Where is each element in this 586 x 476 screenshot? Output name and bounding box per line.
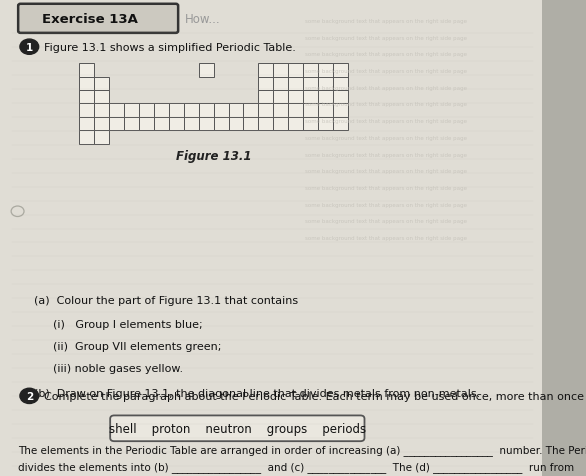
Text: some background text that appears on the right side page: some background text that appears on the… xyxy=(305,152,466,157)
Bar xyxy=(333,104,348,118)
Text: The elements in the Periodic Table are arranged in order of increasing (a) _____: The elements in the Periodic Table are a… xyxy=(18,445,586,456)
Text: (i)   Group I elements blue;: (i) Group I elements blue; xyxy=(53,319,202,329)
Text: shell    proton    neutron    groups    periods: shell proton neutron groups periods xyxy=(109,422,366,435)
Bar xyxy=(273,78,288,91)
Bar xyxy=(79,64,94,78)
Bar xyxy=(318,64,333,78)
Bar xyxy=(199,64,213,78)
Text: some background text that appears on the right side page: some background text that appears on the… xyxy=(305,52,466,57)
Bar xyxy=(273,118,288,131)
Bar xyxy=(318,104,333,118)
Bar xyxy=(333,78,348,91)
Text: (ii)  Group VII elements green;: (ii) Group VII elements green; xyxy=(53,341,221,351)
Bar xyxy=(94,131,109,144)
Bar xyxy=(288,118,304,131)
Text: Figure 13.1: Figure 13.1 xyxy=(176,150,251,163)
Text: 2: 2 xyxy=(26,391,33,401)
Bar xyxy=(244,104,258,118)
Bar xyxy=(94,78,109,91)
Bar xyxy=(124,118,139,131)
Text: 1: 1 xyxy=(26,43,33,52)
Bar xyxy=(288,78,304,91)
Bar xyxy=(229,104,244,118)
Bar xyxy=(304,118,318,131)
Bar xyxy=(79,131,94,144)
Text: Complete the paragraph about the Periodic Table. Each term may be used once, mor: Complete the paragraph about the Periodi… xyxy=(44,391,586,401)
Text: some background text that appears on the right side page: some background text that appears on the… xyxy=(305,102,466,107)
Text: some background text that appears on the right side page: some background text that appears on the… xyxy=(305,69,466,74)
Text: some background text that appears on the right side page: some background text that appears on the… xyxy=(305,169,466,174)
Text: some background text that appears on the right side page: some background text that appears on the… xyxy=(305,186,466,190)
Text: some background text that appears on the right side page: some background text that appears on the… xyxy=(305,36,466,40)
Bar xyxy=(213,118,229,131)
Text: Figure 13.1 shows a simplified Periodic Table.: Figure 13.1 shows a simplified Periodic … xyxy=(44,43,296,52)
Bar xyxy=(288,104,304,118)
Bar xyxy=(258,118,273,131)
Text: divides the elements into (b) _________________  and (c) _______________  The (d: divides the elements into (b) __________… xyxy=(18,461,574,472)
Bar xyxy=(244,118,258,131)
FancyBboxPatch shape xyxy=(110,416,364,441)
Bar xyxy=(229,118,244,131)
Text: some background text that appears on the right side page: some background text that appears on the… xyxy=(305,202,466,207)
Bar xyxy=(258,104,273,118)
Bar xyxy=(199,118,213,131)
Text: some background text that appears on the right side page: some background text that appears on the… xyxy=(305,136,466,140)
Circle shape xyxy=(20,388,39,404)
Circle shape xyxy=(20,40,39,55)
Bar xyxy=(333,64,348,78)
Bar xyxy=(94,104,109,118)
Text: (b)  Draw on Figure 13.1, the diagonal line that divides metals from non-metals.: (b) Draw on Figure 13.1, the diagonal li… xyxy=(34,388,481,398)
FancyBboxPatch shape xyxy=(18,5,178,34)
Text: some background text that appears on the right side page: some background text that appears on the… xyxy=(305,219,466,224)
Bar xyxy=(288,64,304,78)
Bar xyxy=(304,78,318,91)
Bar xyxy=(258,78,273,91)
Bar xyxy=(288,91,304,104)
Text: Exercise 13A: Exercise 13A xyxy=(42,12,138,26)
Bar xyxy=(318,78,333,91)
Bar xyxy=(304,104,318,118)
Bar xyxy=(333,91,348,104)
Bar xyxy=(79,118,94,131)
Bar xyxy=(304,91,318,104)
Bar xyxy=(94,118,109,131)
Bar xyxy=(124,104,139,118)
Text: some background text that appears on the right side page: some background text that appears on the… xyxy=(305,236,466,240)
Bar xyxy=(273,104,288,118)
Bar xyxy=(109,104,124,118)
Bar xyxy=(258,91,273,104)
Bar xyxy=(199,104,213,118)
Bar xyxy=(169,104,184,118)
Bar xyxy=(154,104,169,118)
Bar xyxy=(184,118,199,131)
Bar xyxy=(318,118,333,131)
Bar xyxy=(79,78,94,91)
Bar xyxy=(304,64,318,78)
Text: some background text that appears on the right side page: some background text that appears on the… xyxy=(305,119,466,124)
Bar xyxy=(333,118,348,131)
Text: (iii) noble gases yellow.: (iii) noble gases yellow. xyxy=(53,364,183,374)
Bar xyxy=(184,104,199,118)
Bar xyxy=(273,64,288,78)
Bar xyxy=(258,64,273,78)
Bar xyxy=(273,91,288,104)
Bar xyxy=(213,104,229,118)
Bar xyxy=(154,118,169,131)
Bar xyxy=(318,91,333,104)
Bar xyxy=(94,91,109,104)
Bar xyxy=(139,118,154,131)
Bar xyxy=(109,118,124,131)
Bar xyxy=(139,104,154,118)
Text: some background text that appears on the right side page: some background text that appears on the… xyxy=(305,19,466,24)
Text: (a)  Colour the part of Figure 13.1 that contains: (a) Colour the part of Figure 13.1 that … xyxy=(34,295,298,305)
Text: some background text that appears on the right side page: some background text that appears on the… xyxy=(305,86,466,90)
Bar xyxy=(79,91,94,104)
Bar xyxy=(542,0,586,476)
Text: How...: How... xyxy=(185,12,220,26)
Bar xyxy=(169,118,184,131)
Bar xyxy=(79,104,94,118)
